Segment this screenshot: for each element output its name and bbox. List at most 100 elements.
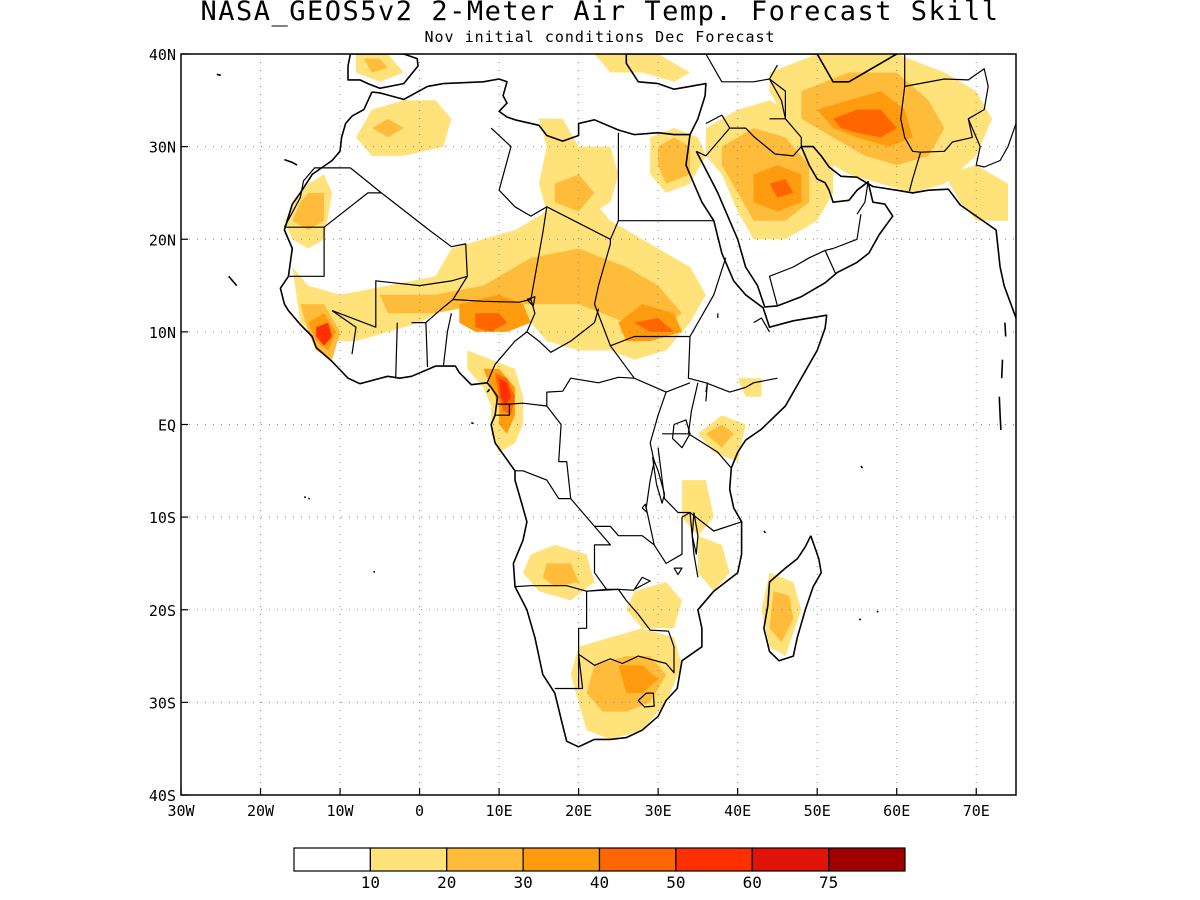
colorbar-swatch — [522, 847, 601, 872]
x-tick-label: 30E — [645, 802, 672, 820]
colorbar-swatch — [751, 847, 830, 872]
colorbar-swatch — [446, 847, 524, 872]
skill-region-level-2 — [363, 58, 388, 73]
colorbar-label: 40 — [590, 873, 609, 892]
axis-ticks: 30W 20W 10W 0 10E 20E 30E 40E 50E 60E 70E 40N 30N 20N… — [149, 46, 990, 820]
lake-outline — [673, 567, 683, 576]
map-subtitle: Nov initial conditions Dec Forecast — [424, 28, 776, 46]
country-border — [696, 150, 707, 157]
colorbar: 10 20 30 40 50 60 75 — [293, 847, 906, 892]
colorbar-swatch — [598, 847, 677, 872]
country-border — [586, 588, 635, 592]
y-tick-label: 10S — [149, 509, 176, 527]
x-tick-label: 30W — [167, 802, 195, 820]
skill-region-level-2 — [379, 248, 682, 332]
island-outline — [1004, 322, 1007, 337]
skill-region-level-1 — [594, 54, 690, 82]
skill-region-level-4 — [634, 318, 674, 332]
country-border — [452, 298, 532, 303]
y-tick-label: 20S — [149, 602, 176, 620]
country-border — [768, 249, 826, 307]
y-tick-label: 40S — [149, 787, 176, 805]
x-tick-label: 70E — [963, 802, 990, 820]
country-border — [824, 214, 862, 274]
country-border — [495, 404, 510, 416]
country-border — [411, 275, 468, 324]
x-tick-label: 20E — [565, 802, 592, 820]
country-border — [331, 192, 468, 328]
country-border — [729, 127, 802, 157]
island-outline — [858, 618, 862, 621]
colorbar-swatch — [293, 847, 371, 872]
colorbar-label: 10 — [361, 873, 380, 892]
boundary-lines — [216, 54, 1016, 748]
island-outline — [763, 530, 767, 534]
country-border — [753, 317, 771, 333]
country-border — [395, 322, 398, 379]
colorbar-label: 50 — [666, 873, 685, 892]
y-tick-label: 30N — [149, 139, 176, 157]
skill-region-level-5 — [316, 322, 333, 346]
country-border — [578, 630, 675, 674]
country-border — [904, 68, 989, 153]
map-title: NASA_GEOS5v2 2-Meter Air Temp. Forecast … — [200, 0, 1000, 27]
country-border — [288, 227, 325, 277]
skill-region-level-3 — [618, 665, 659, 694]
x-tick-label: 0 — [415, 802, 424, 820]
skill-region-level-2 — [658, 137, 690, 184]
country-border — [546, 391, 667, 546]
iberia-coastline — [347, 54, 419, 90]
lake-outline — [526, 296, 536, 307]
colorbar-label: 75 — [819, 873, 838, 892]
colorbar-swatch — [828, 847, 906, 872]
country-border — [687, 382, 699, 434]
island-outline — [216, 73, 221, 77]
colorbar-label: 20 — [437, 873, 456, 892]
island-outline — [486, 388, 491, 393]
lake-outline — [641, 503, 648, 514]
country-border — [900, 54, 922, 192]
lake-outline — [652, 456, 666, 504]
country-border — [283, 167, 351, 228]
country-border — [856, 181, 869, 215]
skill-region-level-2 — [705, 424, 734, 448]
island-outline — [1000, 359, 1004, 379]
country-border — [526, 206, 600, 353]
skill-region-level-4 — [833, 109, 897, 138]
skill-region-level-1 — [682, 480, 714, 536]
skill-region-level-1 — [944, 165, 1008, 221]
skill-region-level-1 — [737, 378, 762, 397]
country-border — [768, 78, 786, 119]
island-outline — [228, 275, 238, 287]
x-tick-label: 60E — [883, 802, 910, 820]
country-border — [284, 167, 382, 228]
y-tick-label: 10N — [149, 324, 176, 342]
island-outline — [470, 421, 474, 425]
lake-outline — [633, 576, 651, 591]
x-tick-label: 10E — [486, 802, 513, 820]
lake-outline — [671, 419, 691, 449]
country-border — [610, 257, 727, 347]
country-border — [497, 376, 635, 407]
africa-coastline — [279, 78, 828, 748]
skill-region-level-1 — [697, 535, 730, 592]
country-border — [515, 470, 571, 500]
colorbar-label: 60 — [743, 873, 762, 892]
island-outline — [998, 396, 1002, 431]
skill-region-level-5 — [499, 378, 511, 406]
lake-outline — [691, 512, 699, 555]
x-tick-label: 20W — [247, 802, 275, 820]
skill-region-level-4 — [475, 313, 507, 332]
country-border — [617, 589, 669, 632]
country-border — [554, 654, 584, 690]
country-border — [769, 78, 787, 119]
x-tick-label: 10W — [327, 802, 355, 820]
country-border — [425, 322, 429, 368]
country-border — [769, 118, 802, 147]
skill-region-level-2 — [292, 192, 325, 230]
country-border — [331, 310, 357, 355]
colorbar-swatch — [369, 847, 448, 872]
madagascar-coastline — [763, 535, 823, 662]
lake-outline — [705, 382, 709, 402]
